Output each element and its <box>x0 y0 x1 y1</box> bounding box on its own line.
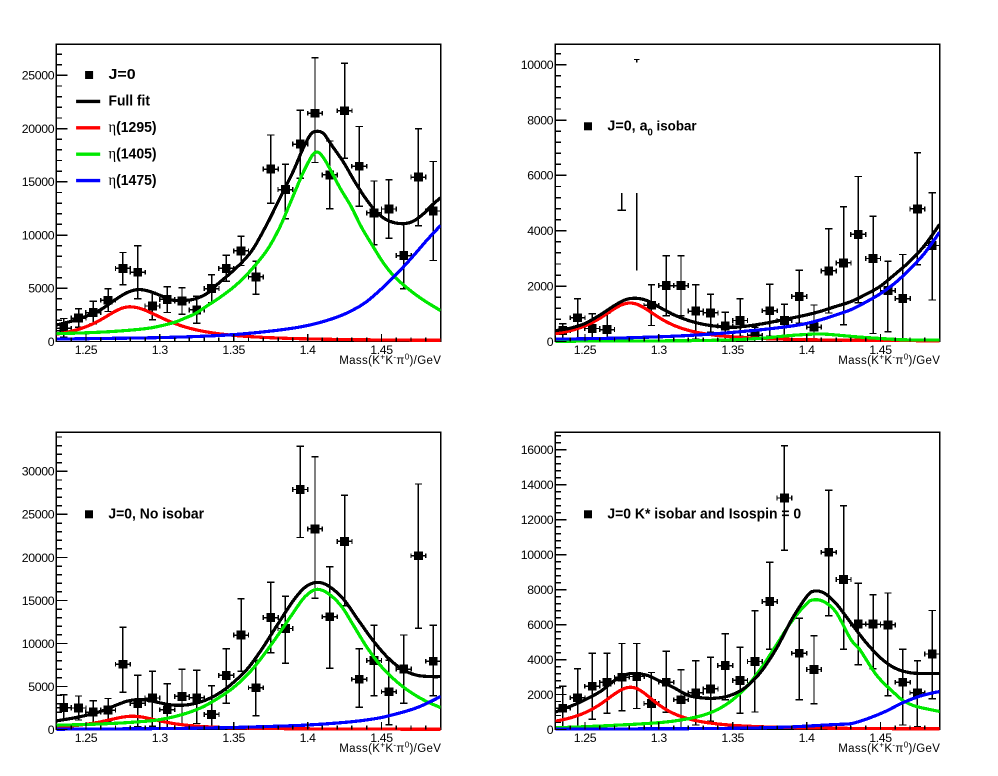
svg-text:2000: 2000 <box>527 279 553 293</box>
svg-text:1.35: 1.35 <box>721 731 744 745</box>
svg-text:8000: 8000 <box>527 113 553 127</box>
svg-text:J=0, a0 isobar: J=0, a0 isobar <box>607 118 697 139</box>
svg-text:1.35: 1.35 <box>222 343 245 357</box>
svg-text:1.25: 1.25 <box>574 731 597 745</box>
svg-text:1.4: 1.4 <box>300 731 317 745</box>
svg-text:1.4: 1.4 <box>300 343 317 357</box>
svg-text:10000: 10000 <box>521 58 554 72</box>
svg-text:12000: 12000 <box>521 513 554 527</box>
svg-text:4000: 4000 <box>527 653 553 667</box>
svg-text:J=0, No isobar: J=0, No isobar <box>108 506 204 523</box>
svg-text:J=0: J=0 <box>109 66 136 83</box>
svg-text:25000: 25000 <box>22 69 55 83</box>
svg-text:Mass(K+K-π0)/GeV: Mass(K+K-π0)/GeV <box>838 741 940 755</box>
svg-text:1.3: 1.3 <box>651 343 668 357</box>
svg-text:η(1405): η(1405) <box>109 145 157 162</box>
svg-text:0: 0 <box>48 723 55 737</box>
svg-text:6000: 6000 <box>527 169 553 183</box>
svg-text:1.3: 1.3 <box>152 731 169 745</box>
svg-text:Full fit: Full fit <box>109 93 151 110</box>
svg-text:1.25: 1.25 <box>75 731 98 745</box>
svg-text:Mass(K+K-π0)/GeV: Mass(K+K-π0)/GeV <box>838 353 940 367</box>
svg-text:2000: 2000 <box>527 688 553 702</box>
svg-text:1.3: 1.3 <box>152 343 169 357</box>
svg-text:1.4: 1.4 <box>799 343 816 357</box>
svg-text:14000: 14000 <box>521 478 554 492</box>
svg-text:20000: 20000 <box>22 551 55 565</box>
svg-text:20000: 20000 <box>22 122 55 136</box>
svg-text:10000: 10000 <box>22 228 55 242</box>
svg-text:30000: 30000 <box>22 465 55 479</box>
svg-text:8000: 8000 <box>527 583 553 597</box>
svg-text:1.3: 1.3 <box>651 731 668 745</box>
svg-text:1.45: 1.45 <box>370 343 393 357</box>
svg-text:25000: 25000 <box>22 508 55 522</box>
svg-text:5000: 5000 <box>28 282 54 296</box>
svg-text:4000: 4000 <box>527 224 553 238</box>
svg-text:J=0 K* isobar and Isospin = 0: J=0 K* isobar and Isospin = 0 <box>607 506 801 523</box>
svg-text:Mass(K+K-π0)/GeV: Mass(K+K-π0)/GeV <box>339 353 441 367</box>
svg-text:1.4: 1.4 <box>799 731 816 745</box>
svg-text:0: 0 <box>547 335 554 349</box>
svg-text:η(1475): η(1475) <box>109 172 157 189</box>
svg-text:10000: 10000 <box>22 637 55 651</box>
svg-text:Mass(K+K-π0)/GeV: Mass(K+K-π0)/GeV <box>339 741 441 755</box>
svg-text:5000: 5000 <box>28 680 54 694</box>
svg-text:1.25: 1.25 <box>574 343 597 357</box>
svg-text:1.45: 1.45 <box>370 731 393 745</box>
svg-text:0: 0 <box>547 723 554 737</box>
svg-text:1.25: 1.25 <box>75 343 98 357</box>
svg-text:1.35: 1.35 <box>222 731 245 745</box>
svg-text:0: 0 <box>48 335 55 349</box>
svg-text:15000: 15000 <box>22 594 55 608</box>
svg-text:16000: 16000 <box>521 443 554 457</box>
svg-text:15000: 15000 <box>22 175 55 189</box>
svg-text:10000: 10000 <box>521 548 554 562</box>
svg-text:1.45: 1.45 <box>869 731 892 745</box>
svg-text:η(1295): η(1295) <box>109 119 157 136</box>
svg-text:6000: 6000 <box>527 618 553 632</box>
svg-text:1.35: 1.35 <box>721 343 744 357</box>
svg-text:1.45: 1.45 <box>869 343 892 357</box>
